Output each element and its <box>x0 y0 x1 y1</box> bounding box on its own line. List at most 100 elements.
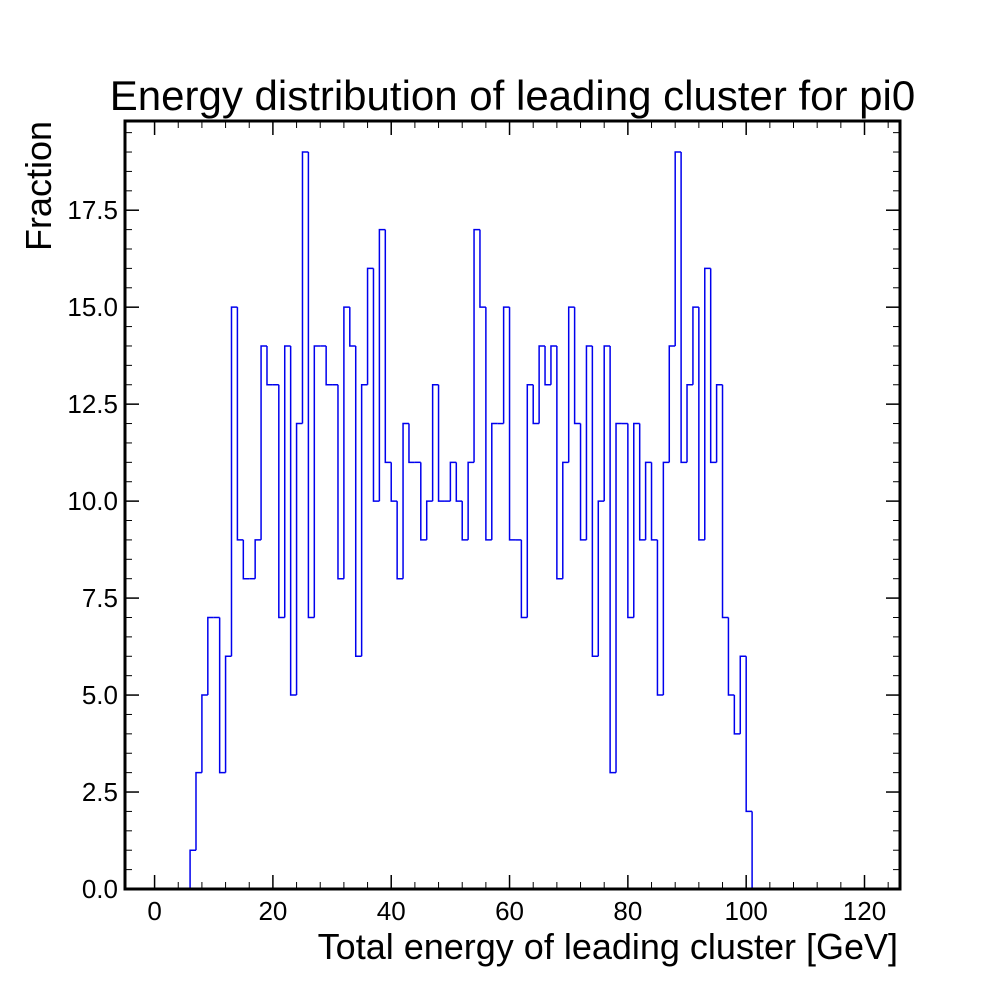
x-tick-label: 0 <box>147 896 161 926</box>
histogram-bin <box>266 345 273 386</box>
x-tick-label: 60 <box>495 896 524 926</box>
histogram-bin <box>644 461 652 540</box>
chart-title: Energy distribution of leading cluster f… <box>109 72 916 119</box>
x-tick-label: 100 <box>724 896 767 926</box>
histogram-bin <box>615 422 622 773</box>
histogram-bin <box>295 422 303 696</box>
histogram-bin <box>715 384 723 463</box>
histogram-bin <box>502 306 510 424</box>
histogram-bin <box>585 345 593 540</box>
y-tick-label: 15.0 <box>67 292 118 322</box>
x-axis-label: Total energy of leading cluster [GeV] <box>318 926 898 967</box>
histogram-bin <box>201 694 208 773</box>
histogram-bin <box>520 539 528 619</box>
histogram-bin <box>698 307 705 541</box>
histogram-bin <box>337 384 344 580</box>
histogram-bin <box>745 656 753 813</box>
histogram-bin <box>289 345 297 696</box>
histogram-bin <box>727 617 735 696</box>
histogram-bin <box>242 539 250 580</box>
histogram-bin <box>538 345 546 424</box>
histogram-bin <box>491 422 498 540</box>
histogram-bin <box>733 695 741 735</box>
histogram-bin <box>680 152 688 464</box>
histogram-bin <box>467 461 475 540</box>
histogram-bin <box>544 345 551 386</box>
y-tick-label: 10.0 <box>67 486 118 516</box>
histogram-series <box>189 151 753 889</box>
histogram-bin <box>609 345 617 774</box>
histogram-bin <box>449 461 457 502</box>
histogram-bin <box>627 423 634 619</box>
histogram-bin <box>396 501 404 580</box>
axis-ticks: 0 20 40 60 80 100 120 0.0 2.5 5.0 7.5 10.0 12.5 15.0 1… <box>67 121 900 926</box>
histogram-bin <box>301 151 309 424</box>
y-axis-label: Fraction <box>18 121 59 251</box>
histogram-bin <box>402 422 409 579</box>
histogram-bin <box>479 229 486 308</box>
histogram-bin <box>668 345 676 463</box>
histogram-bin <box>437 384 445 502</box>
histogram-bin <box>567 306 575 463</box>
y-tick-label: 5.0 <box>82 680 118 710</box>
histogram-bin <box>603 345 611 502</box>
histogram-bin <box>526 384 534 618</box>
histogram-bin <box>597 500 605 657</box>
histogram-bin <box>420 462 427 541</box>
x-tick-label: 120 <box>843 896 886 926</box>
histogram-bin <box>230 306 238 657</box>
histogram-bin <box>349 307 356 347</box>
histogram-bin <box>709 268 717 464</box>
histogram-bin <box>207 616 214 696</box>
histogram-bin <box>343 306 350 579</box>
histogram-bin <box>633 422 640 618</box>
histogram-bin <box>650 462 658 541</box>
histogram-bin <box>686 384 693 463</box>
histogram-bin <box>591 345 599 658</box>
histogram-bin <box>431 384 439 502</box>
histogram-bin <box>313 345 321 618</box>
y-tick-label: 17.5 <box>67 195 118 225</box>
histogram-bin <box>372 268 380 502</box>
histogram-bin <box>461 501 469 541</box>
x-tick-label: 20 <box>258 896 287 926</box>
histogram-bin <box>195 771 202 851</box>
histogram-bin <box>721 384 729 619</box>
histogram-bin <box>485 307 492 541</box>
histogram-bin <box>739 655 747 734</box>
histogram-bin <box>254 539 262 579</box>
histogram-bin <box>704 267 711 540</box>
histogram-bin <box>556 345 563 580</box>
histogram-bin <box>562 461 569 579</box>
histogram-bin <box>550 345 557 385</box>
y-tick-label: 0.0 <box>82 874 118 904</box>
y-tick-label: 2.5 <box>82 777 118 807</box>
x-tick-label: 80 <box>613 896 642 926</box>
histogram-bin <box>425 500 433 540</box>
histogram-bin <box>224 655 232 773</box>
histogram-bin <box>360 384 368 657</box>
histogram-bin <box>260 345 267 540</box>
y-tick-label: 12.5 <box>67 389 118 419</box>
histogram-bin <box>656 539 664 696</box>
histogram-bin <box>307 152 315 619</box>
histogram-bin <box>662 461 670 696</box>
y-tick-label: 7.5 <box>82 583 118 613</box>
plot-frame <box>123 119 902 891</box>
histogram-bin <box>189 849 196 889</box>
histogram-bin <box>408 423 415 464</box>
histogram-bin <box>390 462 398 502</box>
histogram-bin <box>579 423 587 541</box>
histogram-bin <box>573 307 581 425</box>
histogram-bin <box>473 228 480 463</box>
histogram-bin <box>325 345 333 386</box>
histogram-bin <box>674 151 682 346</box>
histogram-bin <box>218 617 226 774</box>
histogram-bin <box>508 307 516 541</box>
histogram-bin <box>354 345 362 658</box>
x-tick-label: 40 <box>377 896 406 926</box>
histogram-bin <box>378 228 386 502</box>
histogram-bin <box>236 307 244 541</box>
histogram-bin <box>283 345 291 618</box>
